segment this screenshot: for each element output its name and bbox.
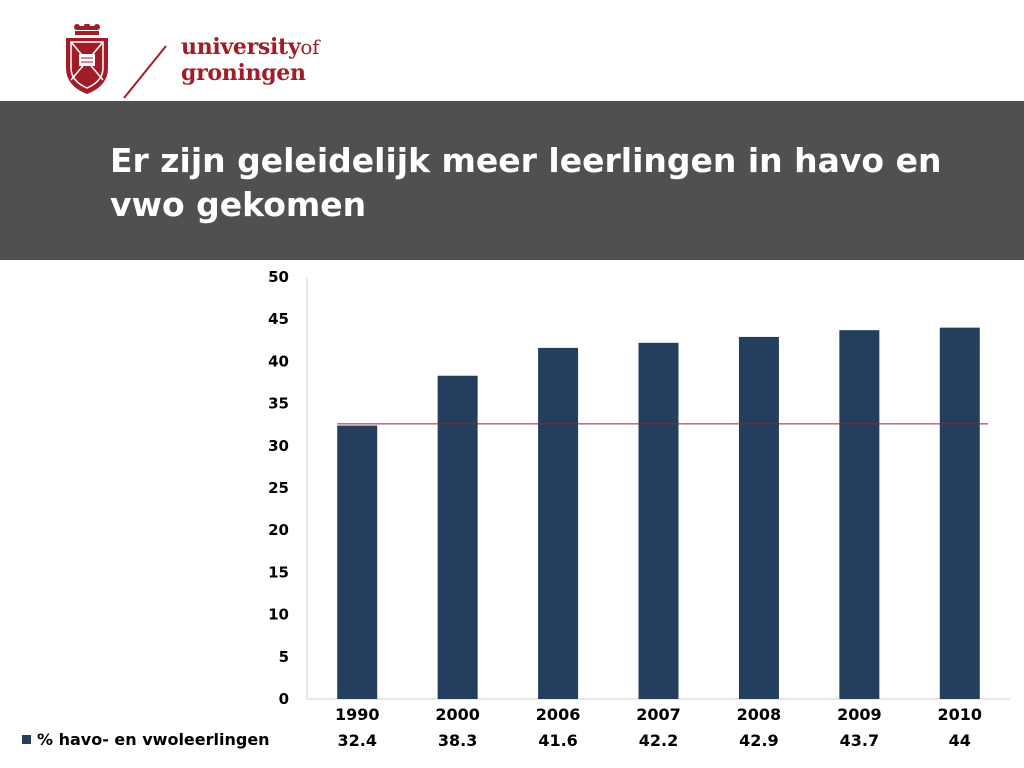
x-tick-label: 1990	[335, 705, 380, 724]
university-crest-icon	[66, 24, 108, 94]
data-table-value: 43.7	[840, 731, 879, 750]
data-table-value: 42.2	[639, 731, 678, 750]
y-tick-label: 20	[268, 521, 289, 539]
bars	[337, 327, 980, 699]
y-tick-label: 10	[268, 606, 289, 624]
x-tick-label: 2006	[536, 705, 581, 724]
brand-of: of	[300, 35, 320, 59]
brand-line1: university	[181, 34, 301, 60]
y-tick-label: 5	[279, 648, 289, 666]
bar	[939, 327, 980, 699]
y-tick-label: 0	[279, 690, 289, 708]
x-tick-label: 2007	[636, 705, 681, 724]
y-tick-label: 35	[268, 395, 289, 413]
bar	[638, 342, 679, 699]
bar	[337, 425, 378, 699]
brand-line2: groningen	[181, 60, 306, 86]
x-tick-label: 2010	[938, 705, 983, 724]
x-tick-label: 2009	[837, 705, 882, 724]
header: universityof groningen	[0, 0, 1024, 100]
data-table-row: % havo- en vwoleerlingen 32.4 38.3 41.6 42.2…	[22, 730, 971, 750]
data-table-value: 41.6	[538, 731, 577, 750]
legend-swatch	[22, 735, 31, 744]
data-table-value: 44	[949, 731, 971, 750]
y-tick-label: 50	[268, 268, 289, 286]
university-wordmark: universityof groningen	[181, 34, 320, 86]
title-band: Er zijn geleidelijk meer leerlingen in h…	[0, 101, 1024, 260]
bar-chart: 0 5 10 15 20 25 30 35 40 45 50 1990 2000 2006 2007 200…	[22, 268, 1010, 750]
bar	[538, 347, 579, 699]
bar	[839, 330, 880, 699]
brand-slash-divider	[123, 45, 167, 99]
legend-label: % havo- en vwoleerlingen	[37, 730, 270, 749]
x-tick-label: 2008	[737, 705, 782, 724]
y-tick-label: 25	[268, 479, 289, 497]
data-table-value: 38.3	[438, 731, 477, 750]
y-tick-label: 45	[268, 310, 289, 328]
y-axis: 0 5 10 15 20 25 30 35 40 45 50	[268, 268, 1010, 708]
slide-title: Er zijn geleidelijk meer leerlingen in h…	[110, 141, 942, 224]
bar	[437, 375, 478, 699]
y-tick-label: 15	[268, 563, 289, 581]
x-axis-labels: 1990 2000 2006 2007 2008 2009 2010	[335, 705, 982, 724]
data-table-value: 32.4	[337, 731, 376, 750]
y-tick-label: 40	[268, 352, 289, 370]
y-tick-label: 30	[268, 437, 289, 455]
data-table-value: 42.9	[739, 731, 778, 750]
x-tick-label: 2000	[435, 705, 480, 724]
bar	[738, 336, 779, 699]
